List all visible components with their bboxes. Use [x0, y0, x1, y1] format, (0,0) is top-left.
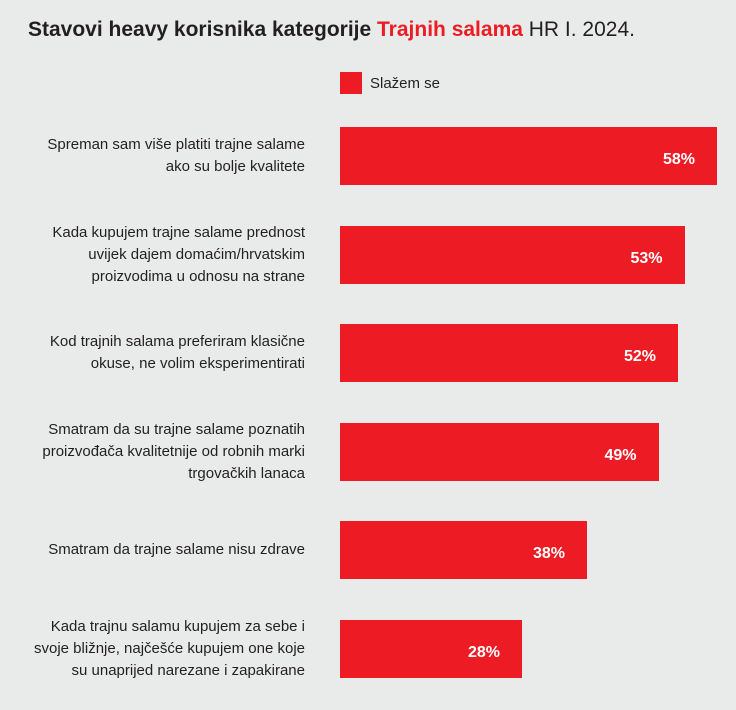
bar	[340, 620, 522, 678]
value-label: 58%	[662, 151, 695, 168]
value-label: 38%	[532, 545, 565, 563]
bar	[340, 127, 717, 185]
value-label: 53%	[630, 249, 663, 267]
bar	[340, 422, 659, 481]
legend-swatch	[340, 72, 362, 94]
bar	[340, 324, 678, 383]
title-part: Stavovi heavy korisnika kategorije	[28, 18, 372, 41]
category-label: Kada kupujem trajne salame prednost uvij…	[52, 223, 305, 285]
value-label: 28%	[467, 644, 500, 661]
value-label: 52%	[623, 348, 656, 366]
category-label: Smatram da trajne salame nisu zdrave	[48, 541, 305, 559]
value-label: 49%	[604, 446, 637, 464]
category-label: Kod trajnih salama preferiram klasične o…	[49, 333, 305, 373]
category-label: Smatram da su trajne salame poznatih pro…	[42, 420, 305, 482]
title-part: HR I. 2024.	[528, 18, 635, 41]
bar	[340, 225, 685, 284]
title-part: Trajnih salama	[377, 18, 523, 41]
chart-title: Stavovi heavy korisnika kategorije Trajn…	[28, 18, 635, 42]
category-label: Spreman sam više platiti trajne salame a…	[47, 136, 305, 175]
category-label: Kada trajnu salamu kupujem za sebe i svo…	[34, 618, 305, 679]
legend-label: Slažem se	[370, 75, 441, 92]
bar	[340, 521, 587, 580]
